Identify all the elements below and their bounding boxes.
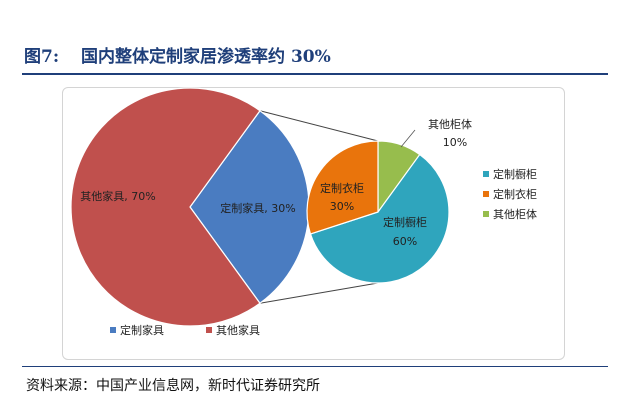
legend-swatch-sub-2 <box>483 211 489 217</box>
legend-label-main-0: 定制家具 <box>120 323 164 337</box>
figure-title-row: 图7: 国内整体定制家居渗透率约 30% <box>24 42 331 67</box>
label-cabinet-name: 定制橱柜 <box>383 215 427 229</box>
legend-swatch-main-1 <box>206 327 212 333</box>
legend-swatch-sub-0 <box>483 171 489 177</box>
source-note: 资料来源：中国产业信息网，新时代证券研究所 <box>26 378 320 394</box>
label-other-cabinet-name: 其他柜体 <box>428 117 472 131</box>
label-other-furniture: 其他家具, 70% <box>80 189 155 203</box>
sub-pie-slice-0 <box>309 153 450 284</box>
legend-swatch-main-0 <box>110 327 116 333</box>
label-wardrobe-pct: 30% <box>330 200 354 213</box>
sub-pie-slice-1 <box>306 140 379 235</box>
title-rule <box>22 73 608 75</box>
source-rule <box>22 366 608 367</box>
label-cabinet-pct: 60% <box>393 235 417 248</box>
label-wardrobe-name: 定制衣柜 <box>320 181 364 195</box>
pie-connector-line-1 <box>259 282 379 304</box>
main-pie-slice-1 <box>70 87 261 327</box>
legend-label-sub-0: 定制橱柜 <box>493 167 537 181</box>
label-other-cabinet-pct: 10% <box>443 136 467 149</box>
figure-title: 国内整体定制家居渗透率约 30% <box>81 47 331 67</box>
pie-connector-line-0 <box>259 110 379 142</box>
label-custom-furniture: 定制家具, 30% <box>220 201 295 215</box>
leader-line-other-cabinet <box>400 129 416 148</box>
figure-label: 图7: <box>24 47 60 67</box>
legend-label-sub-1: 定制衣柜 <box>493 187 537 201</box>
legend-label-main-1: 其他家具 <box>216 323 260 337</box>
legend-label-sub-2: 其他柜体 <box>493 207 537 221</box>
legend-swatch-sub-1 <box>483 191 489 197</box>
